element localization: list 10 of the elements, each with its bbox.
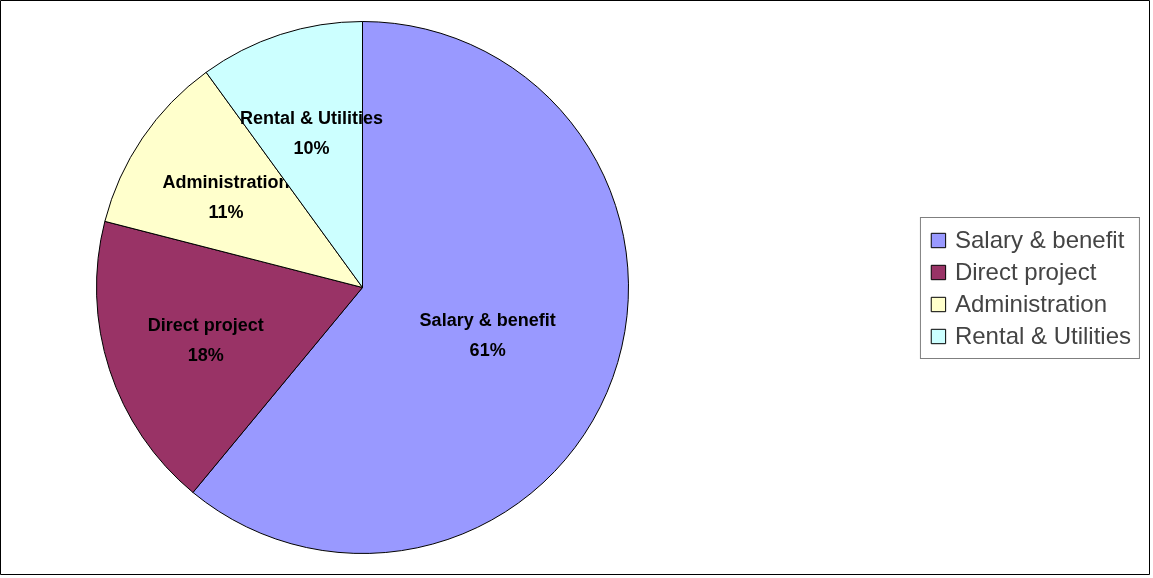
slice-label: Direct project (147, 315, 264, 336)
legend-label: Direct project (954, 257, 1097, 286)
slice-label: Salary & benefit (419, 309, 556, 330)
legend-label: Rental & Utilities (954, 321, 1131, 350)
data-label: 61% (469, 339, 506, 360)
data-label: 18% (187, 345, 224, 366)
data-label: 11% (208, 201, 244, 222)
data-label: 10% (293, 137, 330, 158)
legend-label: Salary & benefit (954, 225, 1125, 254)
legend-label: Administration (954, 289, 1107, 318)
